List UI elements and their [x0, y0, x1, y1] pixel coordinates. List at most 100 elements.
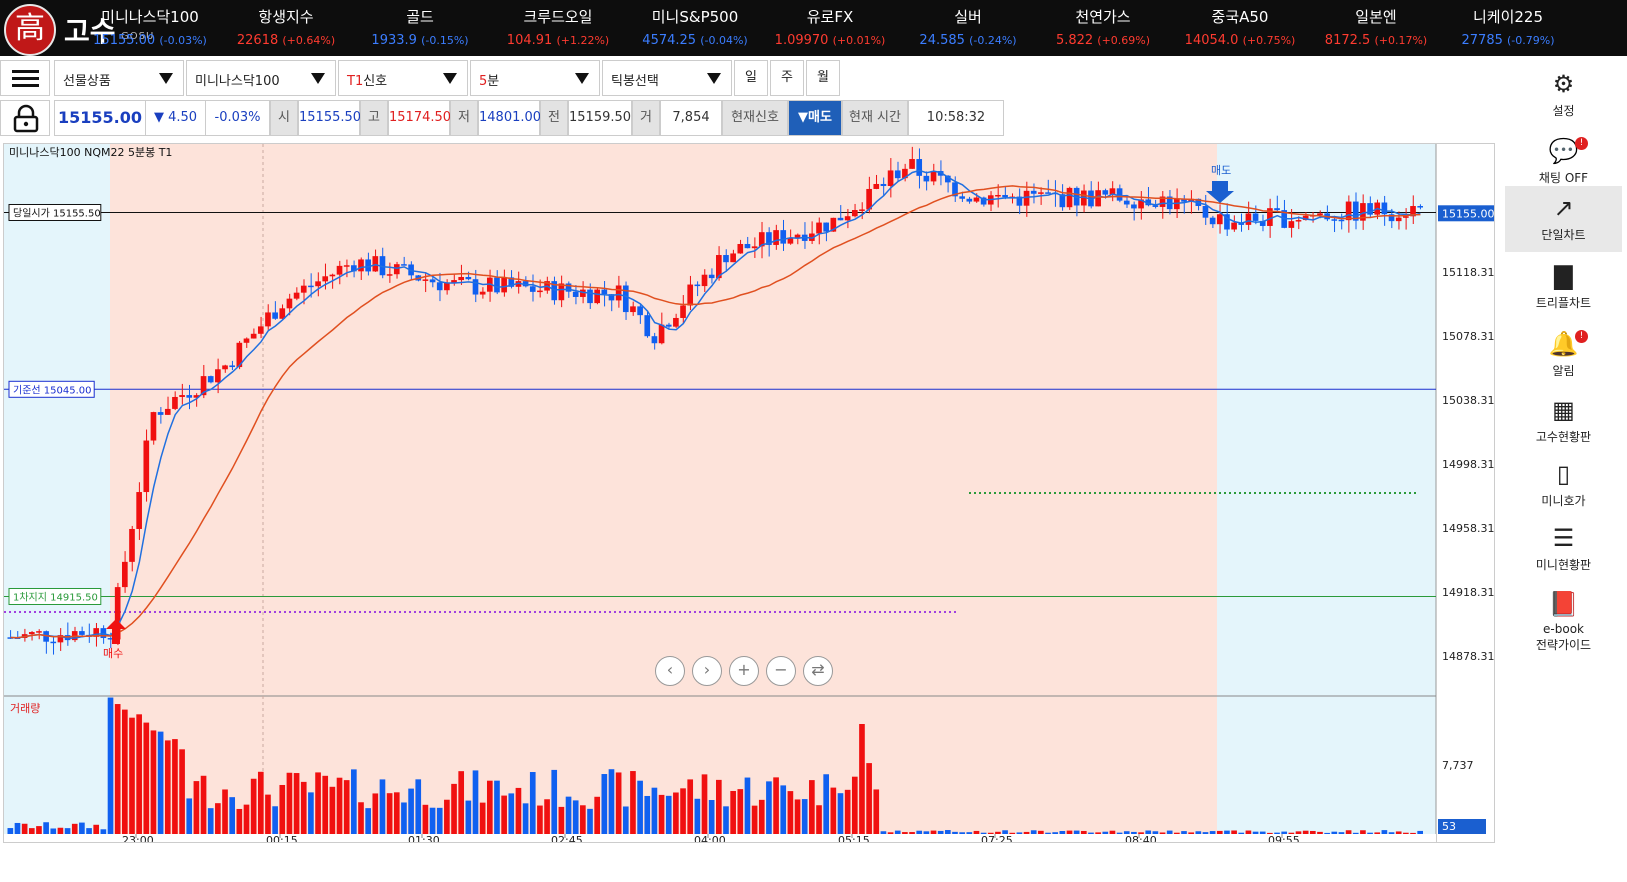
sidebar-item-list[interactable]: ☰ 미니현황판: [1505, 516, 1622, 582]
volume-bar: [186, 798, 193, 834]
period-day-button[interactable]: 일: [734, 60, 768, 96]
ticker-item[interactable]: 골드 1933.9 (-0.15%): [355, 6, 485, 48]
chart-title: 미니나스닥100 NQM22 5분봉 T1: [9, 146, 172, 159]
ticker-name: 항생지수: [258, 8, 314, 26]
volume-bar: [1388, 832, 1395, 834]
tick-select[interactable]: 틱봉선택: [602, 60, 732, 96]
zoom-out-button[interactable]: −: [766, 656, 796, 686]
candle-body: [1202, 205, 1209, 218]
hamburger-line: [12, 77, 39, 80]
hamburger-icon: [12, 70, 39, 73]
chart-canvas[interactable]: 미니나스닥100 NQM22 5분봉 T1 15118.31 15078.31 150…: [4, 144, 1495, 843]
menu-button[interactable]: [0, 60, 50, 96]
volume-bar: [79, 822, 85, 834]
volume-bar: [107, 697, 114, 834]
candle-body: [1410, 206, 1416, 217]
price-chart[interactable]: 미니나스닥100 NQM22 5분봉 T1 15118.31 15078.31 150…: [3, 143, 1495, 843]
ticker-item[interactable]: 천연가스 5.822 (+0.69%): [1038, 6, 1168, 48]
candle-body: [1388, 214, 1395, 222]
sidebar-item-chat[interactable]: 💬 채팅 OFF!: [1505, 129, 1622, 195]
candle-body: [723, 255, 729, 263]
scroll-right-button[interactable]: ›: [692, 656, 722, 686]
sidebar-item-label2: 전략가이드: [1535, 638, 1592, 652]
product-select[interactable]: 선물상품: [54, 60, 184, 96]
symbol-select[interactable]: 미니나스닥100: [186, 60, 336, 96]
sidebar-item-ebook[interactable]: 📕 e-book 전략가이드: [1505, 582, 1622, 652]
candle-body: [422, 279, 429, 281]
candle-body: [286, 298, 293, 309]
volume-bar: [215, 803, 221, 834]
candle-body: [436, 282, 443, 291]
open-value: 15155.50: [298, 100, 361, 136]
reset-button[interactable]: ⇄: [803, 656, 833, 686]
candle-body: [537, 290, 543, 293]
candle-body: [1116, 188, 1123, 201]
lock-button[interactable]: [0, 100, 50, 136]
sidebar-item-gear[interactable]: ⚙ 설정: [1505, 62, 1622, 128]
candle-body: [587, 289, 593, 304]
volume-bar: [1030, 830, 1037, 834]
volume-label: 거: [632, 100, 660, 136]
y-tick-label: 14958.31: [1442, 522, 1495, 535]
volume-bar: [1209, 831, 1216, 834]
x-tick-label: 08:40: [1125, 834, 1157, 843]
volume-current-text: 53: [1442, 820, 1456, 833]
chevron-down-icon: [159, 73, 173, 84]
sidebar-item-phone[interactable]: ▯ 미니호가: [1505, 452, 1622, 518]
volume-bar: [200, 775, 207, 834]
sidebar-item-table[interactable]: ▦ 고수현황판: [1505, 388, 1622, 454]
volume-bar: [393, 792, 400, 834]
candle-body: [1360, 203, 1366, 221]
sidebar-item-bell[interactable]: 🔔 알림!: [1505, 322, 1622, 388]
candle-body: [1030, 190, 1037, 194]
volume-bar: [157, 731, 164, 834]
scroll-left-button[interactable]: ‹: [655, 656, 685, 686]
refresh-icon: ⇄: [811, 660, 825, 679]
ticker-item[interactable]: 크루드오일 104.91 (+1.22%): [493, 6, 623, 48]
ticker-item[interactable]: 일본엔 8172.5 (+0.17%): [1311, 6, 1441, 48]
ticker-item[interactable]: 미니S&P500 4574.25 (-0.04%): [630, 6, 760, 48]
chevron-down-icon: [443, 73, 457, 84]
candle-body: [694, 284, 701, 287]
signal-select[interactable]: T1신호: [338, 60, 468, 96]
ticker-item[interactable]: 실버 24.585 (-0.24%): [903, 6, 1033, 48]
ticker-item[interactable]: 미니나스닥100 15155.00 (-0.03%): [85, 6, 215, 48]
sidebar-item-bar-chart[interactable]: ▇ 트리플차트: [1505, 254, 1622, 320]
volume-current-tag: [1438, 819, 1486, 834]
candle-body: [673, 317, 679, 327]
candle-body: [315, 281, 321, 287]
volume-bar: [379, 779, 386, 834]
ticker-name: 실버: [954, 8, 982, 26]
candle-body: [300, 285, 307, 293]
volume-bar: [1245, 830, 1252, 834]
ticker-item[interactable]: 항생지수 22618 (+0.64%): [221, 6, 351, 48]
volume-bar: [422, 804, 429, 834]
candle-body: [851, 210, 858, 217]
candle-body: [1095, 190, 1101, 207]
logo[interactable]: 高 고수 GOSU: [4, 4, 154, 56]
period-week-button[interactable]: 주: [770, 60, 804, 96]
current-time: 10:58:32: [908, 100, 1004, 136]
level-label: 당일시가 15155.50: [8, 203, 102, 221]
candle-body: [215, 369, 221, 383]
ticker-item[interactable]: 중국A50 14054.0 (+0.75%): [1175, 6, 1305, 48]
candle-body: [959, 196, 965, 199]
candle-body: [358, 259, 364, 272]
candle-body: [401, 264, 407, 266]
sidebar-item-line-chart[interactable]: ↗ 단일차트: [1505, 186, 1622, 252]
ticker-item[interactable]: 유로FX 1.09970 (+0.01%): [765, 6, 895, 48]
level-label-text: 당일시가 15155.50: [13, 207, 101, 219]
candle-body: [780, 230, 787, 244]
chevron-right-icon: ›: [703, 660, 711, 679]
candle-body: [129, 528, 135, 562]
period-month-button[interactable]: 월: [806, 60, 840, 96]
candle-body: [952, 182, 958, 197]
volume-bar: [1267, 832, 1273, 834]
zoom-in-button[interactable]: +: [729, 656, 759, 686]
volume-bar: [1138, 832, 1144, 834]
ticker-item[interactable]: 니케이225 27785 (-0.79%): [1443, 6, 1573, 48]
volume-bar: [937, 830, 944, 834]
x-tick-label: 01:30: [408, 834, 440, 843]
interval-select[interactable]: 5분: [470, 60, 600, 96]
candle-body: [444, 282, 450, 291]
